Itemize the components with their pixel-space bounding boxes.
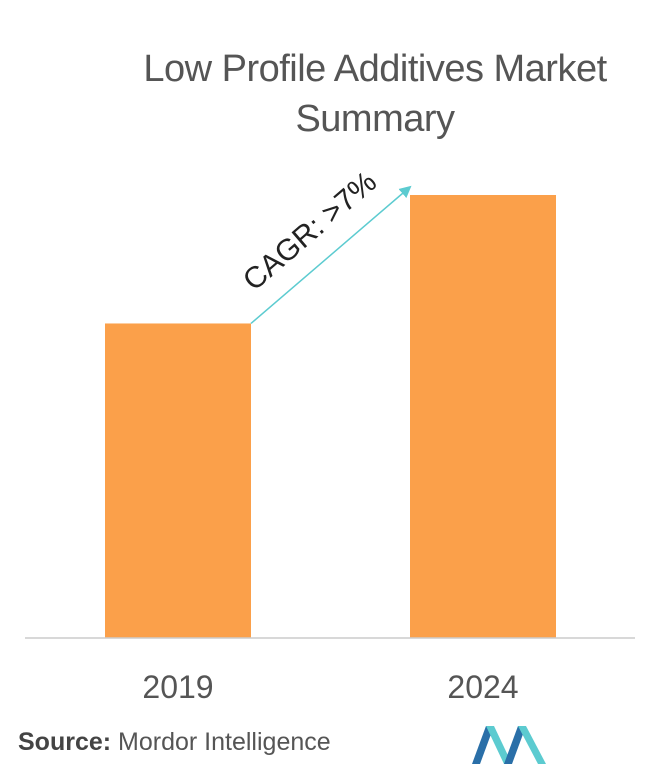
- mordor-intelligence-logo-icon: [472, 726, 546, 764]
- chart-title-line-1: Low Profile Additives Market: [143, 48, 607, 90]
- source-text: Mordor Intelligence: [118, 728, 331, 756]
- bar-2019: [105, 323, 251, 638]
- source-label: Source:: [18, 728, 112, 756]
- cagr-arrow: [250, 185, 412, 325]
- source-note: Source: Mordor Intelligence: [18, 728, 331, 757]
- x-tick-label-2019: 2019: [142, 669, 213, 705]
- cagr-annotation: CAGR: >7%: [237, 165, 383, 297]
- x-tick-label-2024: 2024: [447, 669, 518, 705]
- bar-2024: [410, 195, 556, 638]
- chart-title-line-2: Summary: [295, 98, 455, 140]
